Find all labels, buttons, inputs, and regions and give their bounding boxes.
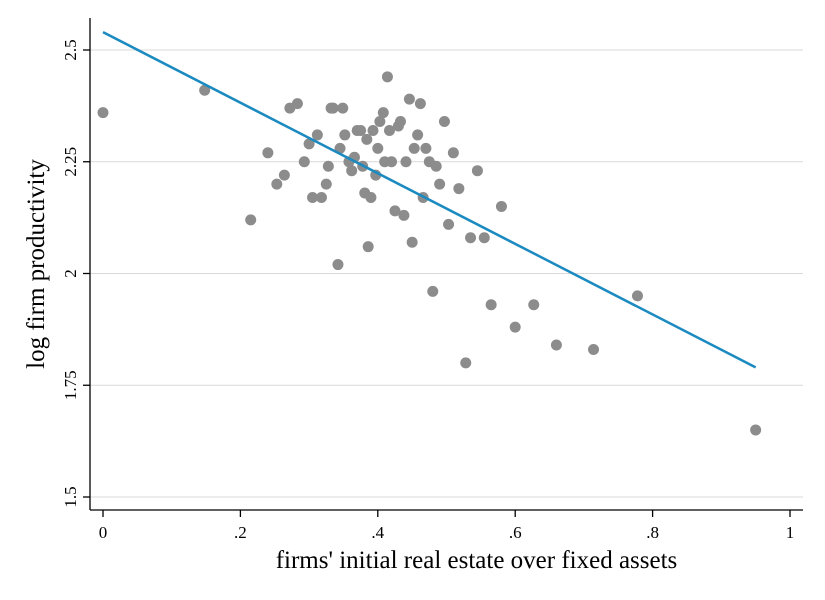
fit-line-group xyxy=(102,31,757,369)
x-tick-label: .2 xyxy=(234,523,247,542)
y-tick-label: 1.75 xyxy=(61,370,80,400)
data-point xyxy=(447,147,459,159)
x-tick-label: 0 xyxy=(99,523,108,542)
data-point xyxy=(438,116,450,128)
data-point xyxy=(311,129,323,141)
y-tick-label: 2.5 xyxy=(61,39,80,60)
data-point xyxy=(339,129,351,141)
data-point xyxy=(327,102,339,114)
data-point xyxy=(332,259,344,271)
data-point xyxy=(322,160,334,172)
data-point xyxy=(465,232,477,244)
data-point xyxy=(434,178,446,190)
data-point xyxy=(315,192,327,204)
y-tick-label: 2.25 xyxy=(61,147,80,177)
x-axis-label: firms' initial real estate over fixed as… xyxy=(276,547,678,574)
x-tick-label: .4 xyxy=(371,523,384,542)
data-point xyxy=(303,138,315,150)
data-point xyxy=(355,124,367,136)
data-point xyxy=(361,133,373,145)
data-point xyxy=(291,98,303,110)
data-point xyxy=(362,241,374,253)
y-tick-label: 2 xyxy=(61,269,80,278)
data-point xyxy=(400,156,412,168)
data-point xyxy=(485,299,497,311)
data-point xyxy=(478,232,490,244)
data-point xyxy=(245,214,257,226)
data-point xyxy=(383,124,395,136)
data-point xyxy=(320,178,332,190)
data-point xyxy=(97,107,109,119)
y-axis-label: log firm productivity xyxy=(23,159,50,369)
data-point xyxy=(412,129,424,141)
fit-line xyxy=(102,31,757,369)
data-point xyxy=(443,218,455,230)
data-points xyxy=(97,71,762,436)
data-point xyxy=(262,147,274,159)
x-axis-ticks: 0 .2 .4 .6 .8 1 xyxy=(99,510,795,542)
data-point xyxy=(453,183,465,195)
x-tick-label: .6 xyxy=(509,523,522,542)
data-point xyxy=(430,160,442,172)
data-point xyxy=(372,142,384,154)
data-point xyxy=(398,209,410,221)
data-point xyxy=(750,424,762,436)
data-point xyxy=(377,107,389,119)
data-point xyxy=(346,165,358,177)
data-point xyxy=(374,116,386,128)
data-point xyxy=(406,236,418,248)
data-point xyxy=(408,142,420,154)
data-point xyxy=(588,343,600,355)
data-point xyxy=(550,339,562,351)
data-point xyxy=(427,285,439,297)
data-point xyxy=(471,165,483,177)
data-point xyxy=(386,156,398,168)
data-point xyxy=(298,156,310,168)
data-point xyxy=(495,200,507,212)
data-point xyxy=(414,98,426,110)
x-tick-label: 1 xyxy=(786,523,795,542)
data-point xyxy=(365,192,377,204)
data-point xyxy=(271,178,283,190)
data-point xyxy=(528,299,540,311)
gridlines xyxy=(90,49,803,498)
x-tick-label: .8 xyxy=(646,523,659,542)
data-point xyxy=(460,357,472,369)
y-axis-ticks: 1.5 1.75 2 2.25 2.5 xyxy=(61,39,90,508)
data-point xyxy=(278,169,290,181)
data-point xyxy=(367,124,379,136)
data-point xyxy=(337,102,349,114)
y-tick-label: 1.5 xyxy=(61,486,80,507)
data-point xyxy=(199,84,211,96)
data-point xyxy=(509,321,521,333)
data-point xyxy=(381,71,393,83)
data-point xyxy=(307,192,319,204)
data-point xyxy=(631,290,643,302)
data-point xyxy=(394,116,406,128)
data-point xyxy=(420,142,432,154)
data-point xyxy=(403,93,415,105)
data-point xyxy=(389,205,401,217)
